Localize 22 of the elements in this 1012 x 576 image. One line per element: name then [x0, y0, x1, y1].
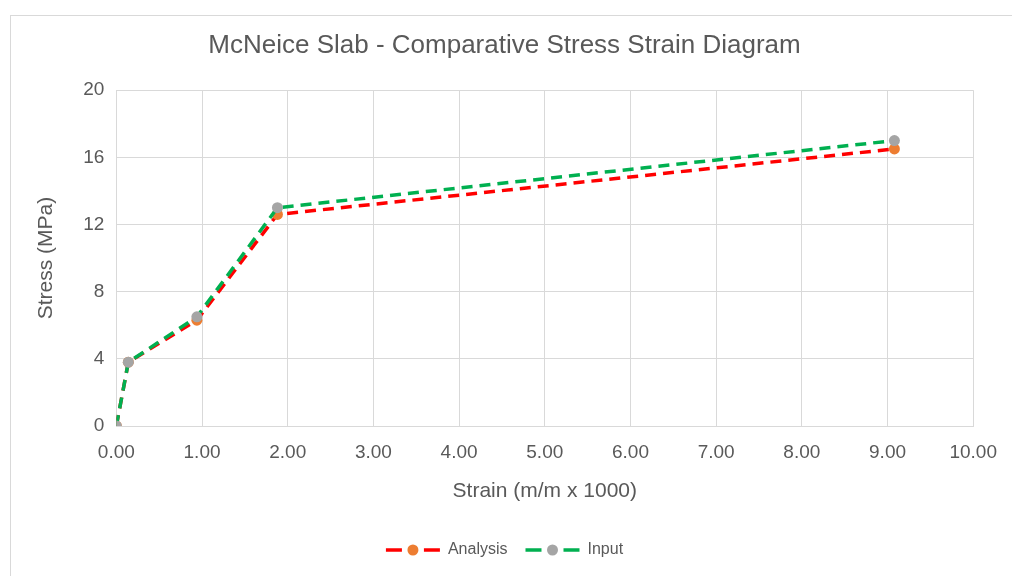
x-tick-label: 6.00 — [611, 440, 649, 462]
legend-label: Input — [587, 540, 624, 558]
y-axis-title: Stress (MPa) — [33, 196, 57, 320]
x-tick-label: 7.00 — [697, 440, 735, 462]
x-tick-label: 9.00 — [869, 440, 907, 462]
x-tick-label: 1.00 — [183, 440, 221, 462]
y-tick-label: 12 — [83, 212, 105, 234]
y-tick-label: 20 — [83, 78, 105, 100]
x-tick-label: 0.00 — [97, 440, 135, 462]
y-tick-label: 4 — [93, 347, 105, 369]
y-tick-label: 0 — [93, 414, 105, 436]
x-tick-label: 2.00 — [269, 440, 307, 462]
x-tick-label: 4.00 — [440, 440, 478, 462]
x-tick-label: 5.00 — [526, 440, 564, 462]
x-tick-label: 10.00 — [949, 440, 997, 462]
y-tick-label: 8 — [93, 279, 105, 301]
y-tick-label: 16 — [83, 145, 105, 167]
chart-title: McNeice Slab - Comparative Stress Strain Diagram — [208, 28, 801, 59]
x-tick-label: 3.00 — [354, 440, 392, 462]
legend-label: Analysis — [447, 540, 508, 558]
x-axis-title: Strain (m/m x 1000) — [452, 478, 637, 502]
x-tick-label: 8.00 — [783, 440, 821, 462]
